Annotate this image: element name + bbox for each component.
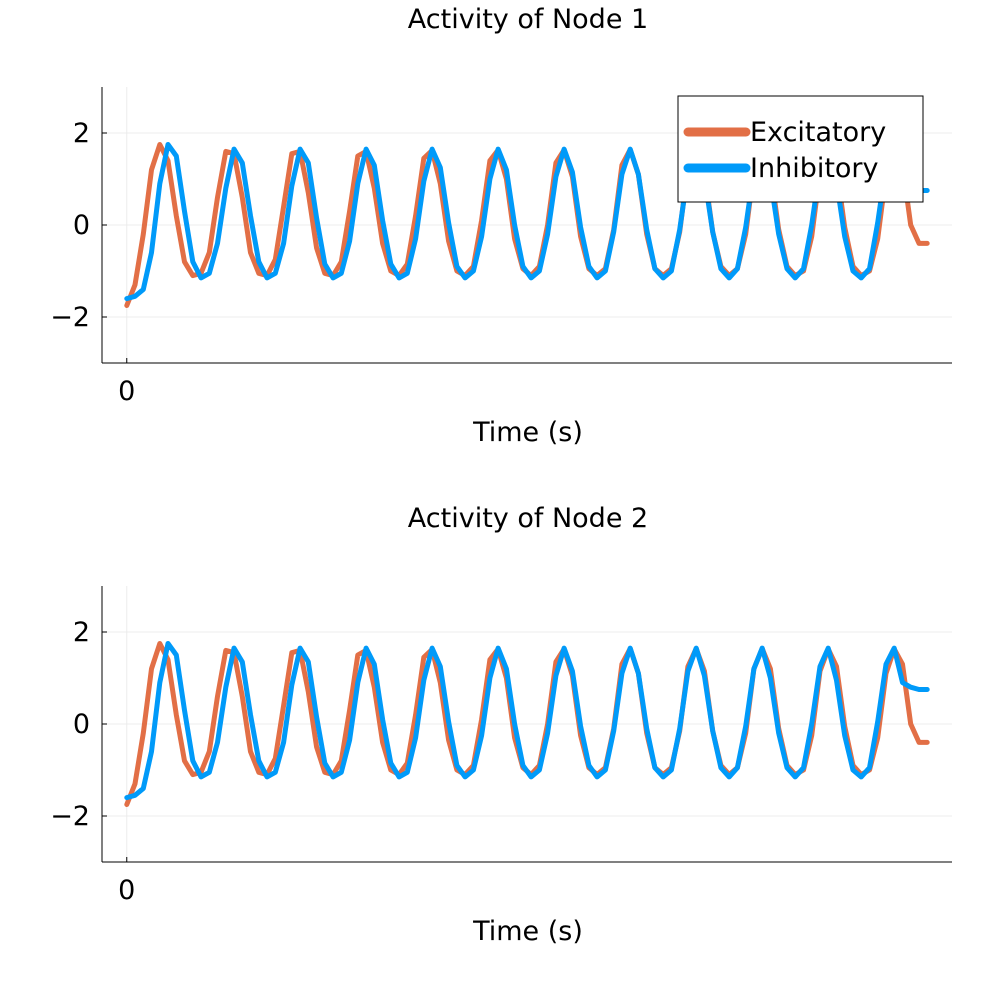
series-group xyxy=(124,641,930,807)
series-line-inhibitory xyxy=(124,142,930,302)
grid xyxy=(102,586,952,862)
legend-box xyxy=(677,95,924,203)
tick-labels: −2 0 2 0 xyxy=(50,617,135,906)
axes xyxy=(101,586,952,863)
chart-node-2: Activity of Node 2 −2 0 2 0 Time (s) xyxy=(50,503,952,947)
chart-title: Activity of Node 1 xyxy=(408,4,648,35)
legend-label-excitatory: Excitatory xyxy=(750,117,886,148)
y-tick-label: 2 xyxy=(73,617,90,648)
x-axis-label: Time (s) xyxy=(472,417,583,448)
series-line-inhibitory xyxy=(124,641,930,801)
y-tick-label: 2 xyxy=(73,118,90,149)
y-tick-label: −2 xyxy=(50,302,90,333)
x-tick-label: 0 xyxy=(118,875,135,906)
x-axis-label: Time (s) xyxy=(472,916,583,947)
x-tick-label: 0 xyxy=(118,376,135,407)
series-group xyxy=(124,142,930,308)
legend-label-inhibitory: Inhibitory xyxy=(750,153,879,184)
axes xyxy=(101,87,952,364)
y-tick-label: 0 xyxy=(73,709,90,740)
legend: Excitatory Inhibitory xyxy=(677,95,924,203)
tick-labels: −2 0 2 0 xyxy=(50,118,135,407)
y-tick-label: 0 xyxy=(73,210,90,241)
chart-title: Activity of Node 2 xyxy=(408,503,648,534)
y-tick-label: −2 xyxy=(50,801,90,832)
chart-node-1: Activity of Node 1 −2 0 2 0 Time (s) Excita… xyxy=(50,4,952,448)
